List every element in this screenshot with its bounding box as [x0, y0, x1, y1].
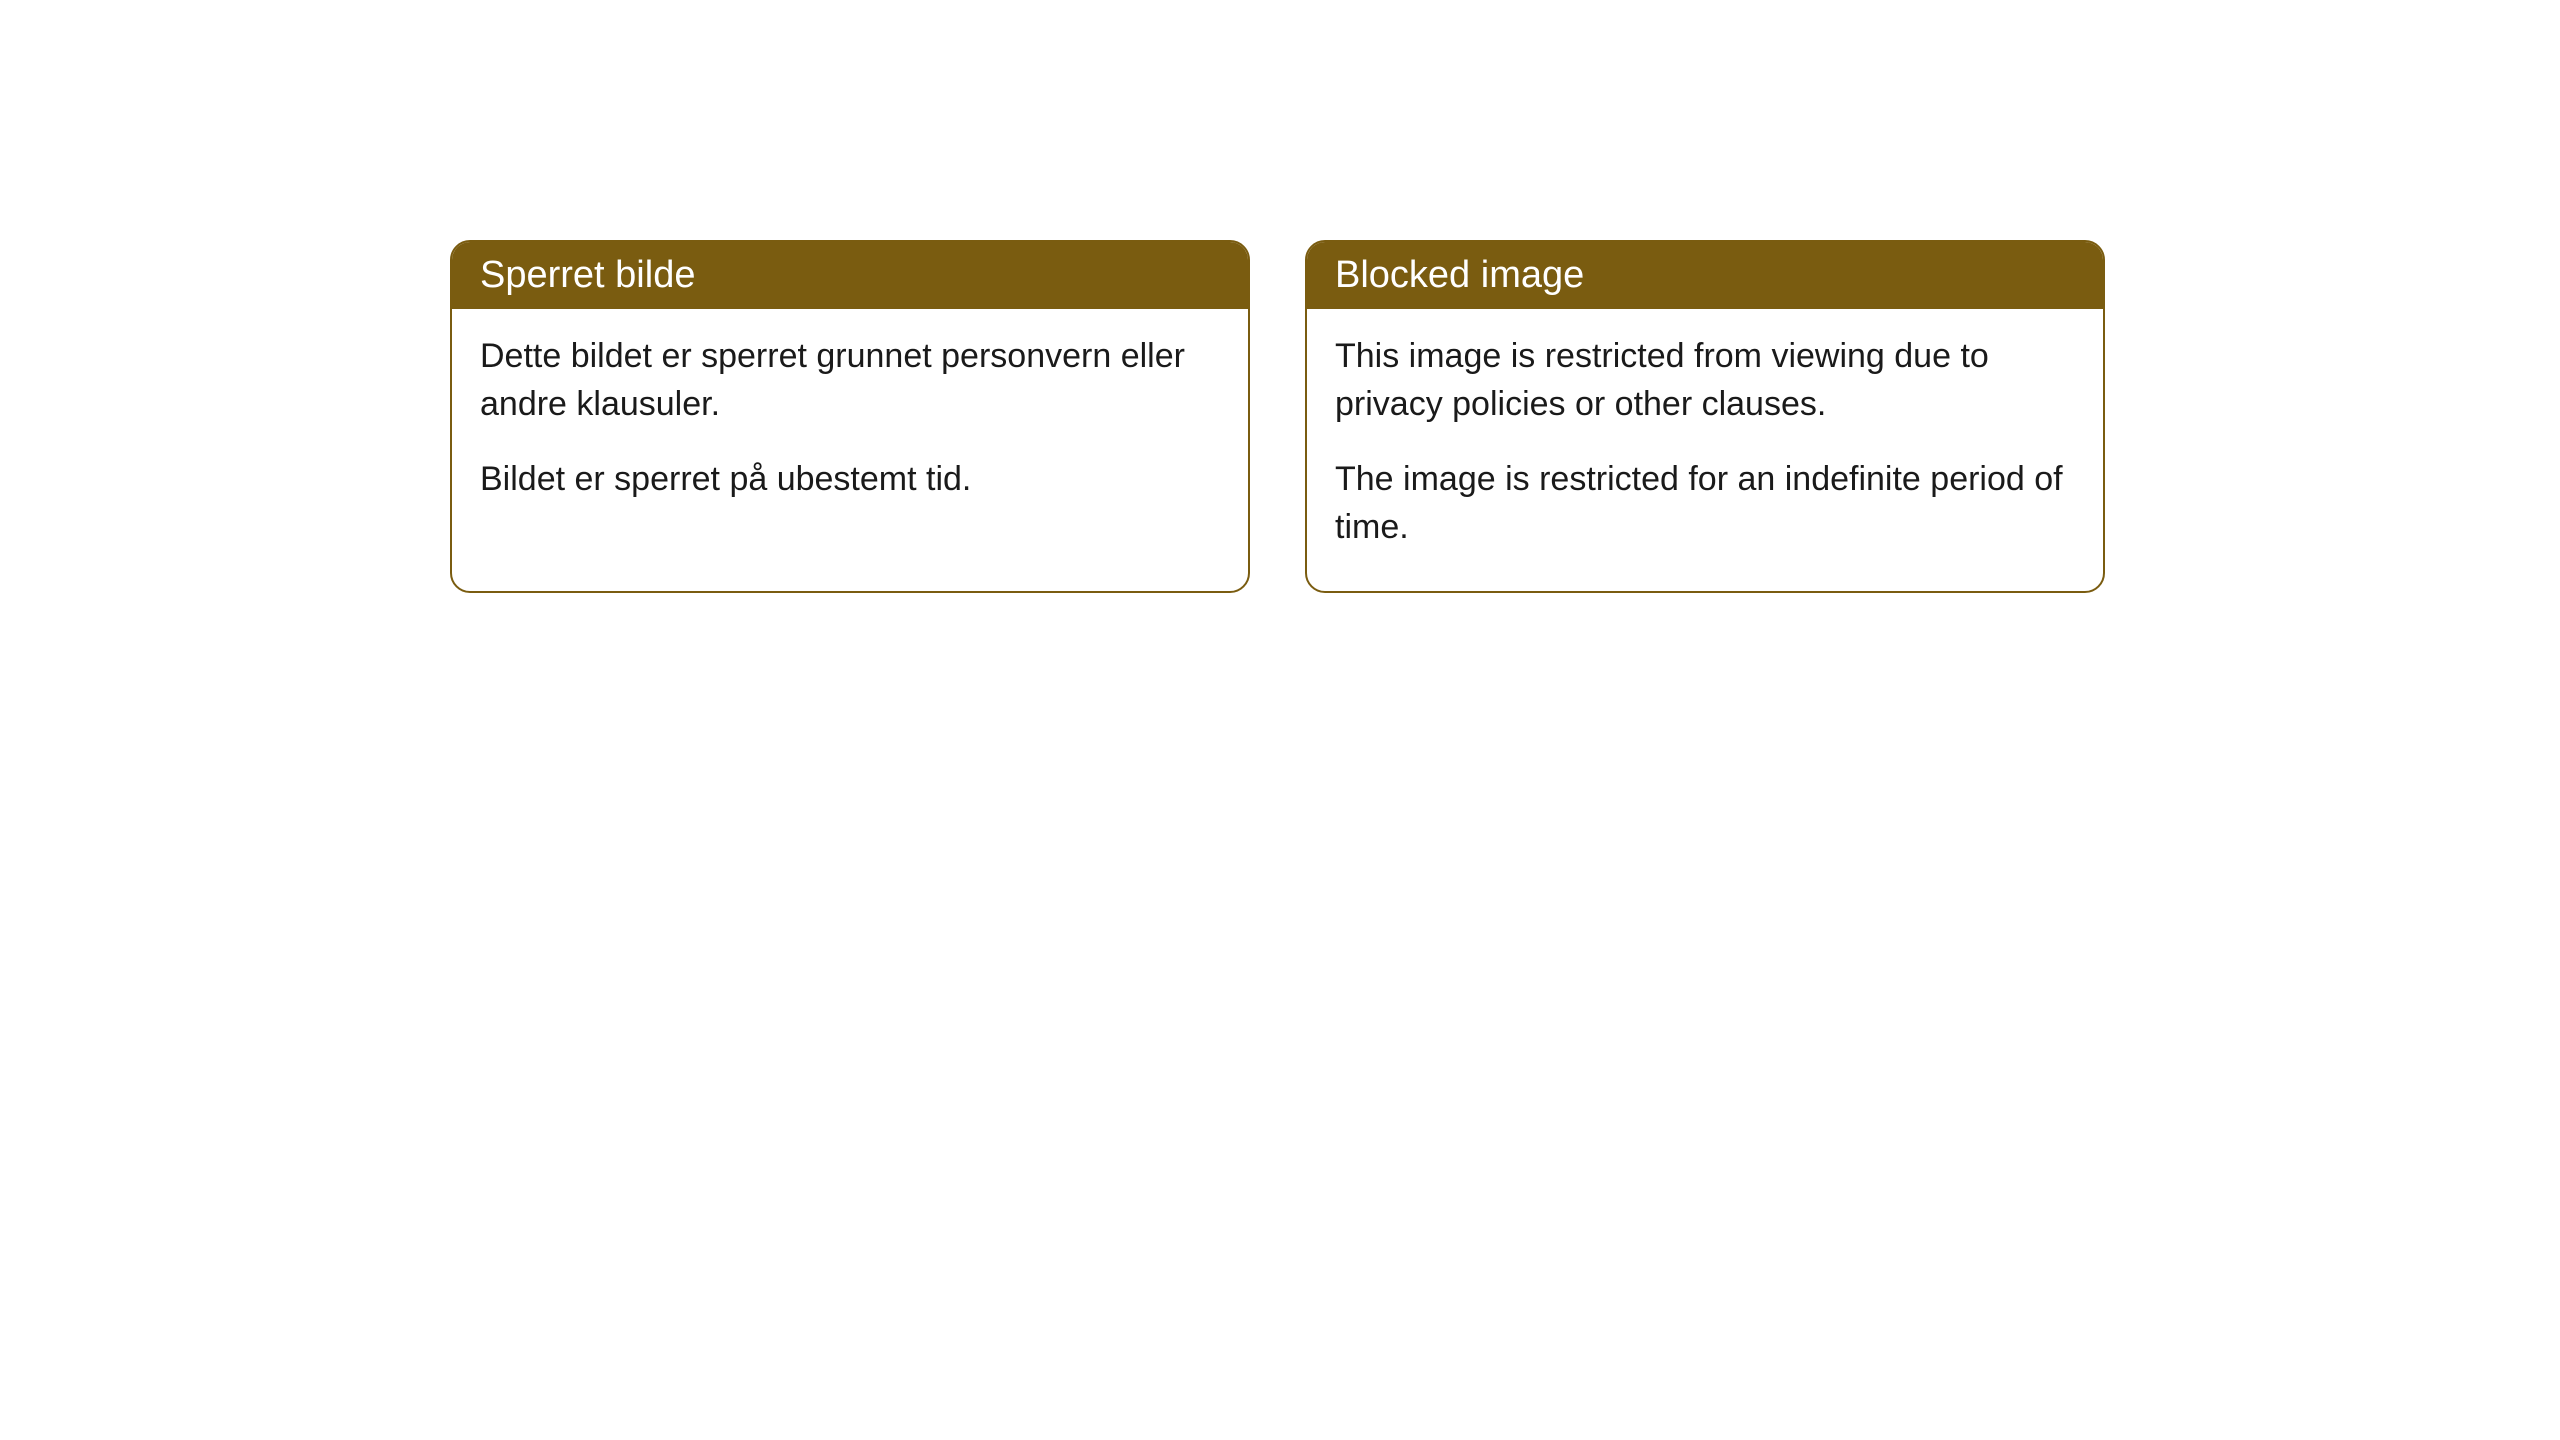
blocked-image-notice-no: Sperret bilde Dette bildet er sperret gr…: [450, 240, 1250, 593]
card-title: Blocked image: [1335, 254, 1584, 296]
card-text-duration: The image is restricted for an indefinit…: [1335, 456, 2075, 551]
card-header: Sperret bilde: [452, 242, 1248, 309]
blocked-image-notice-en: Blocked image This image is restricted f…: [1305, 240, 2105, 593]
card-title: Sperret bilde: [480, 254, 695, 296]
card-body: Dette bildet er sperret grunnet personve…: [452, 309, 1248, 544]
card-text-reason: This image is restricted from viewing du…: [1335, 333, 2075, 428]
notice-cards-container: Sperret bilde Dette bildet er sperret gr…: [450, 240, 2560, 593]
card-text-duration: Bildet er sperret på ubestemt tid.: [480, 456, 1220, 504]
card-text-reason: Dette bildet er sperret grunnet personve…: [480, 333, 1220, 428]
card-body: This image is restricted from viewing du…: [1307, 309, 2103, 591]
card-header: Blocked image: [1307, 242, 2103, 309]
